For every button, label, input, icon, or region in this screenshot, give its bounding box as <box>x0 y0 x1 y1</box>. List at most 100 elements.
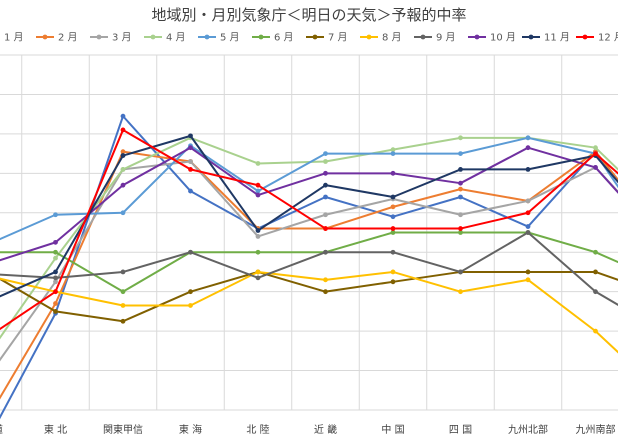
legend-item: 4 月 <box>144 32 186 44</box>
legend-label: 7 月 <box>328 32 348 44</box>
legend-marker <box>150 34 156 40</box>
data-point <box>525 224 531 229</box>
data-point <box>390 214 396 220</box>
data-point <box>390 147 396 153</box>
data-point <box>120 269 126 275</box>
data-point <box>188 303 193 308</box>
data-point <box>53 289 58 295</box>
legend-marker <box>258 34 264 40</box>
series-line <box>0 150 618 400</box>
data-point <box>120 303 126 308</box>
gridlines <box>0 54 618 411</box>
legend-item: 6 月 <box>252 32 294 44</box>
data-point <box>53 249 58 255</box>
legend-label: 9 月 <box>436 32 456 44</box>
legend-item: 2 月 <box>36 32 78 44</box>
legend-item: 5 月 <box>198 32 240 44</box>
legend-label: 12 月 <box>598 32 618 44</box>
data-point <box>593 165 598 170</box>
data-point <box>458 135 463 141</box>
legend-item: 1 月 <box>4 32 24 44</box>
series-10 <box>0 145 618 262</box>
data-point <box>188 188 193 194</box>
data-point <box>323 182 328 188</box>
data-point <box>390 279 396 285</box>
data-point <box>255 228 261 233</box>
data-point <box>120 210 126 216</box>
data-point <box>323 159 328 164</box>
data-point <box>53 212 58 218</box>
data-point <box>593 145 598 151</box>
series-9 <box>0 230 618 306</box>
data-point <box>323 212 328 218</box>
data-point <box>120 153 126 158</box>
data-point <box>525 277 531 283</box>
data-point <box>323 226 328 231</box>
data-point <box>53 255 58 261</box>
series-3 <box>0 159 618 362</box>
data-point <box>120 289 126 295</box>
legend-label: 8 月 <box>382 32 402 44</box>
legend-marker <box>96 34 102 40</box>
data-point <box>525 135 531 141</box>
series-8 <box>0 269 618 354</box>
data-point <box>120 318 126 324</box>
legend-item: 10 月 <box>468 32 516 44</box>
series-4 <box>0 135 618 340</box>
legend: 1 月 2 月 3 月 4 月 5 月 6 月 7 月 8 月 9 月 10 月 11 月 12 月 <box>4 32 618 44</box>
legend-label: 2 月 <box>58 32 78 44</box>
data-point <box>525 230 531 235</box>
data-point <box>53 239 58 245</box>
data-point <box>458 180 463 186</box>
data-point <box>255 269 261 275</box>
series-12 <box>0 127 618 331</box>
data-point <box>525 166 531 172</box>
data-point <box>390 194 396 200</box>
x-tick-label: 九州南部 <box>576 423 616 436</box>
data-point <box>525 145 531 151</box>
data-point <box>53 275 58 281</box>
data-point <box>255 161 261 166</box>
data-point <box>255 192 261 198</box>
data-point <box>323 277 328 283</box>
data-point <box>188 133 193 139</box>
legend-item: 9 月 <box>414 32 456 44</box>
x-tick-label: 四 国 <box>449 424 472 436</box>
data-point <box>323 194 328 200</box>
data-point <box>525 210 531 216</box>
legend-item: 7 月 <box>306 32 348 44</box>
x-tick-label: 九州北部 <box>508 423 548 436</box>
legend-label: 4 月 <box>166 32 186 44</box>
data-point <box>323 249 328 255</box>
x-tick-label: 近 畿 <box>314 423 337 436</box>
data-point <box>255 234 261 239</box>
data-point <box>255 188 261 194</box>
data-point <box>593 269 598 275</box>
data-point <box>390 151 396 157</box>
series-6 <box>0 230 618 295</box>
x-tick-label: 東 海 <box>179 423 202 436</box>
chart-title: 地域別・月別気象庁＜明日の天気＞予報的中率 <box>151 6 467 24</box>
x-tick-label: 東 北 <box>44 423 67 436</box>
legend-marker <box>366 34 372 40</box>
data-point <box>53 308 58 314</box>
data-point <box>255 275 261 281</box>
data-point <box>120 127 126 133</box>
data-point <box>188 159 193 164</box>
data-point <box>390 230 396 235</box>
data-point <box>255 249 261 255</box>
series-5 <box>0 135 618 241</box>
data-point <box>593 289 598 295</box>
data-point <box>53 301 58 306</box>
data-point <box>188 166 193 172</box>
data-point <box>458 230 463 235</box>
data-point <box>323 151 328 157</box>
data-point <box>390 269 396 275</box>
data-point <box>188 145 193 151</box>
x-tick-label: 北海道 <box>0 423 3 436</box>
data-point <box>120 182 126 188</box>
series-line <box>0 231 618 293</box>
legend-item: 11 月 <box>522 32 570 44</box>
